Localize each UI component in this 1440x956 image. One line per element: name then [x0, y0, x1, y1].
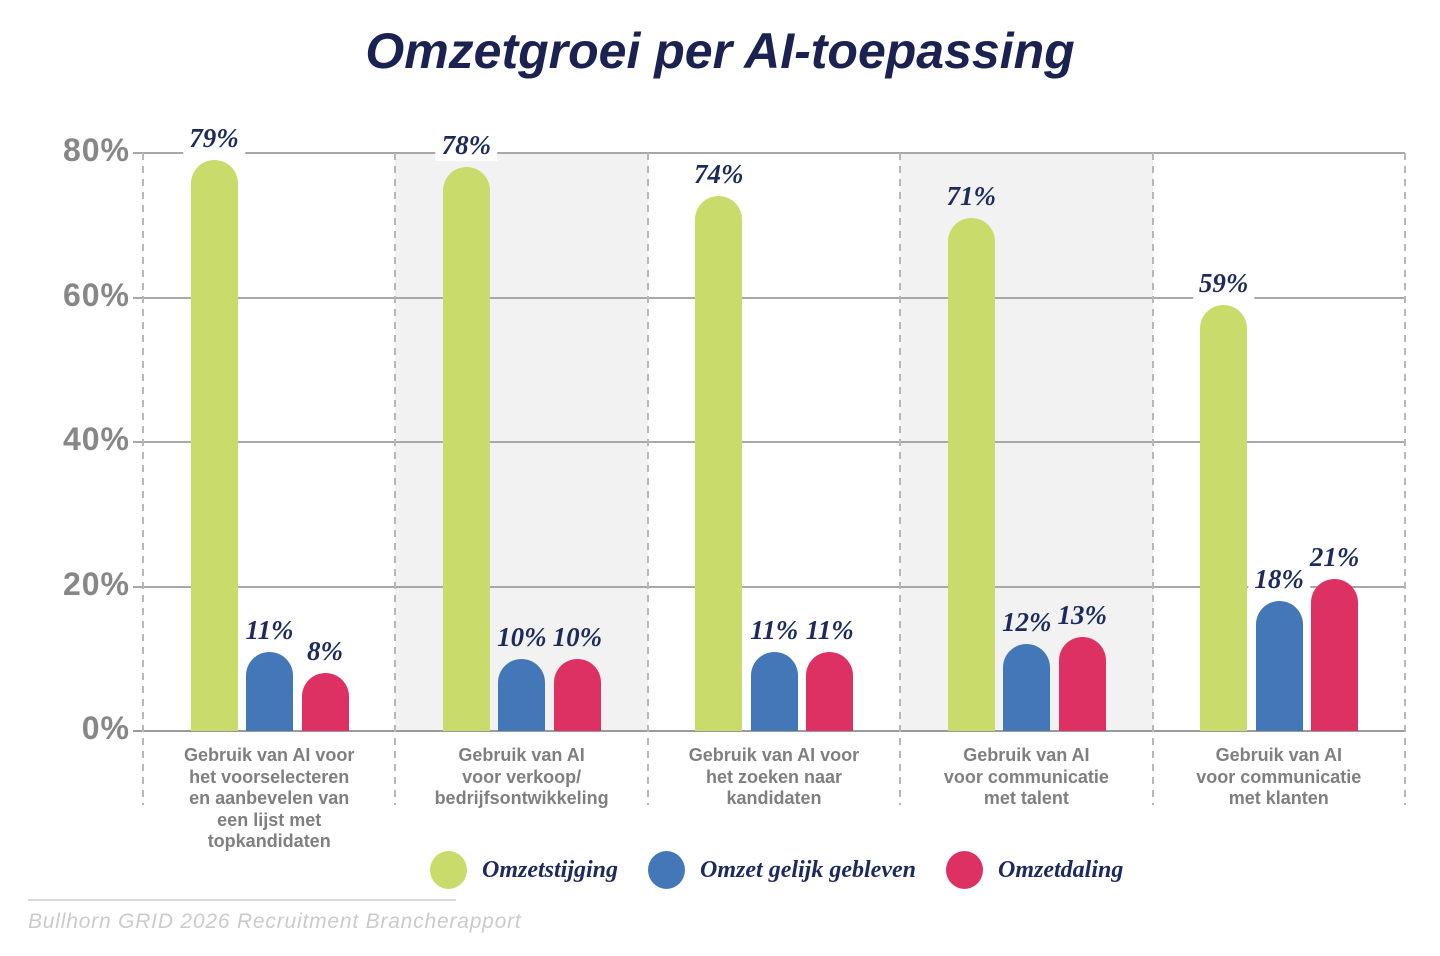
- column-divider: [899, 153, 902, 805]
- gridline: [133, 441, 1405, 443]
- legend: Omzetstijging Omzet gelijk gebleven Omzetd…: [430, 851, 1123, 889]
- bar-pink: [806, 651, 854, 731]
- y-tick-label: 0%: [81, 710, 130, 746]
- column-divider: [1151, 153, 1154, 805]
- value-label: 11%: [750, 614, 799, 645]
- value-label: 10%: [552, 621, 603, 652]
- value-label: 11%: [805, 614, 854, 645]
- category-label: Gebruik van AI voor het voorselecteren e…: [184, 745, 355, 851]
- value-label: 59%: [1192, 266, 1255, 299]
- value-label: 78%: [435, 129, 498, 162]
- value-label: 18%: [1248, 562, 1310, 595]
- column-divider: [646, 153, 649, 805]
- value-label: 8%: [307, 636, 343, 667]
- bar-pink: [1311, 579, 1359, 731]
- legend-item: Omzet gelijk gebleven: [648, 851, 916, 889]
- bar-pink: [301, 673, 349, 731]
- bar-green: [947, 218, 995, 731]
- y-tick-label: 80%: [62, 132, 130, 168]
- bar-pink: [1058, 637, 1106, 731]
- gridline: [133, 296, 1405, 299]
- legend-swatch-green: [430, 851, 467, 889]
- value-label: 13%: [1057, 600, 1107, 631]
- value-label: 10%: [497, 621, 547, 652]
- source-note: Bullhorn GRID 2026 Recruitment Branchera…: [28, 910, 522, 933]
- gridline: [133, 730, 1405, 732]
- legend-item: Omzetstijging: [430, 851, 618, 889]
- column-divider: [142, 153, 144, 805]
- source-divider: [28, 899, 456, 901]
- bar-blue: [750, 651, 798, 731]
- legend-label: Omzetdaling: [997, 856, 1124, 883]
- column-divider: [394, 153, 397, 805]
- value-label: 12%: [1001, 607, 1052, 638]
- page-title: Omzetgroei per AI-toepassing: [365, 23, 1075, 79]
- bar-blue: [1255, 600, 1303, 731]
- legend-label: Omzetstijging: [482, 856, 619, 883]
- gridline: [133, 585, 1405, 588]
- bar-blue: [1003, 644, 1051, 731]
- value-label: 79%: [183, 122, 245, 155]
- gridline: [133, 152, 1405, 154]
- legend-swatch-pink: [945, 851, 983, 889]
- bar-green: [1200, 304, 1248, 731]
- y-tick-label: 40%: [62, 421, 130, 457]
- bar-blue: [498, 658, 546, 731]
- y-tick-label: 60%: [62, 276, 130, 313]
- category-label: Gebruik van AI voor het zoeken naar kand…: [688, 745, 860, 808]
- bar-green: [442, 167, 490, 731]
- value-label: 21%: [1309, 542, 1360, 573]
- legend-swatch-blue: [648, 851, 686, 889]
- bar-green: [695, 196, 743, 731]
- column-divider: [1404, 153, 1406, 805]
- category-label: Gebruik van AI voor communicatie met kla…: [1196, 745, 1362, 808]
- value-label: 74%: [694, 159, 744, 190]
- value-label: 71%: [946, 181, 996, 212]
- value-label: 11%: [245, 614, 294, 645]
- bar-green: [190, 160, 238, 731]
- legend-label: Omzet gelijk gebleven: [700, 856, 916, 883]
- legend-item: Omzetdaling: [945, 851, 1124, 889]
- category-label: Gebruik van AI voor verkoop/ bedrijfsont…: [434, 745, 609, 808]
- category-label: Gebruik van AI voor communicatie met tal…: [943, 745, 1109, 808]
- y-tick-label: 20%: [62, 565, 130, 602]
- bar-blue: [246, 651, 293, 731]
- bar-pink: [553, 658, 601, 731]
